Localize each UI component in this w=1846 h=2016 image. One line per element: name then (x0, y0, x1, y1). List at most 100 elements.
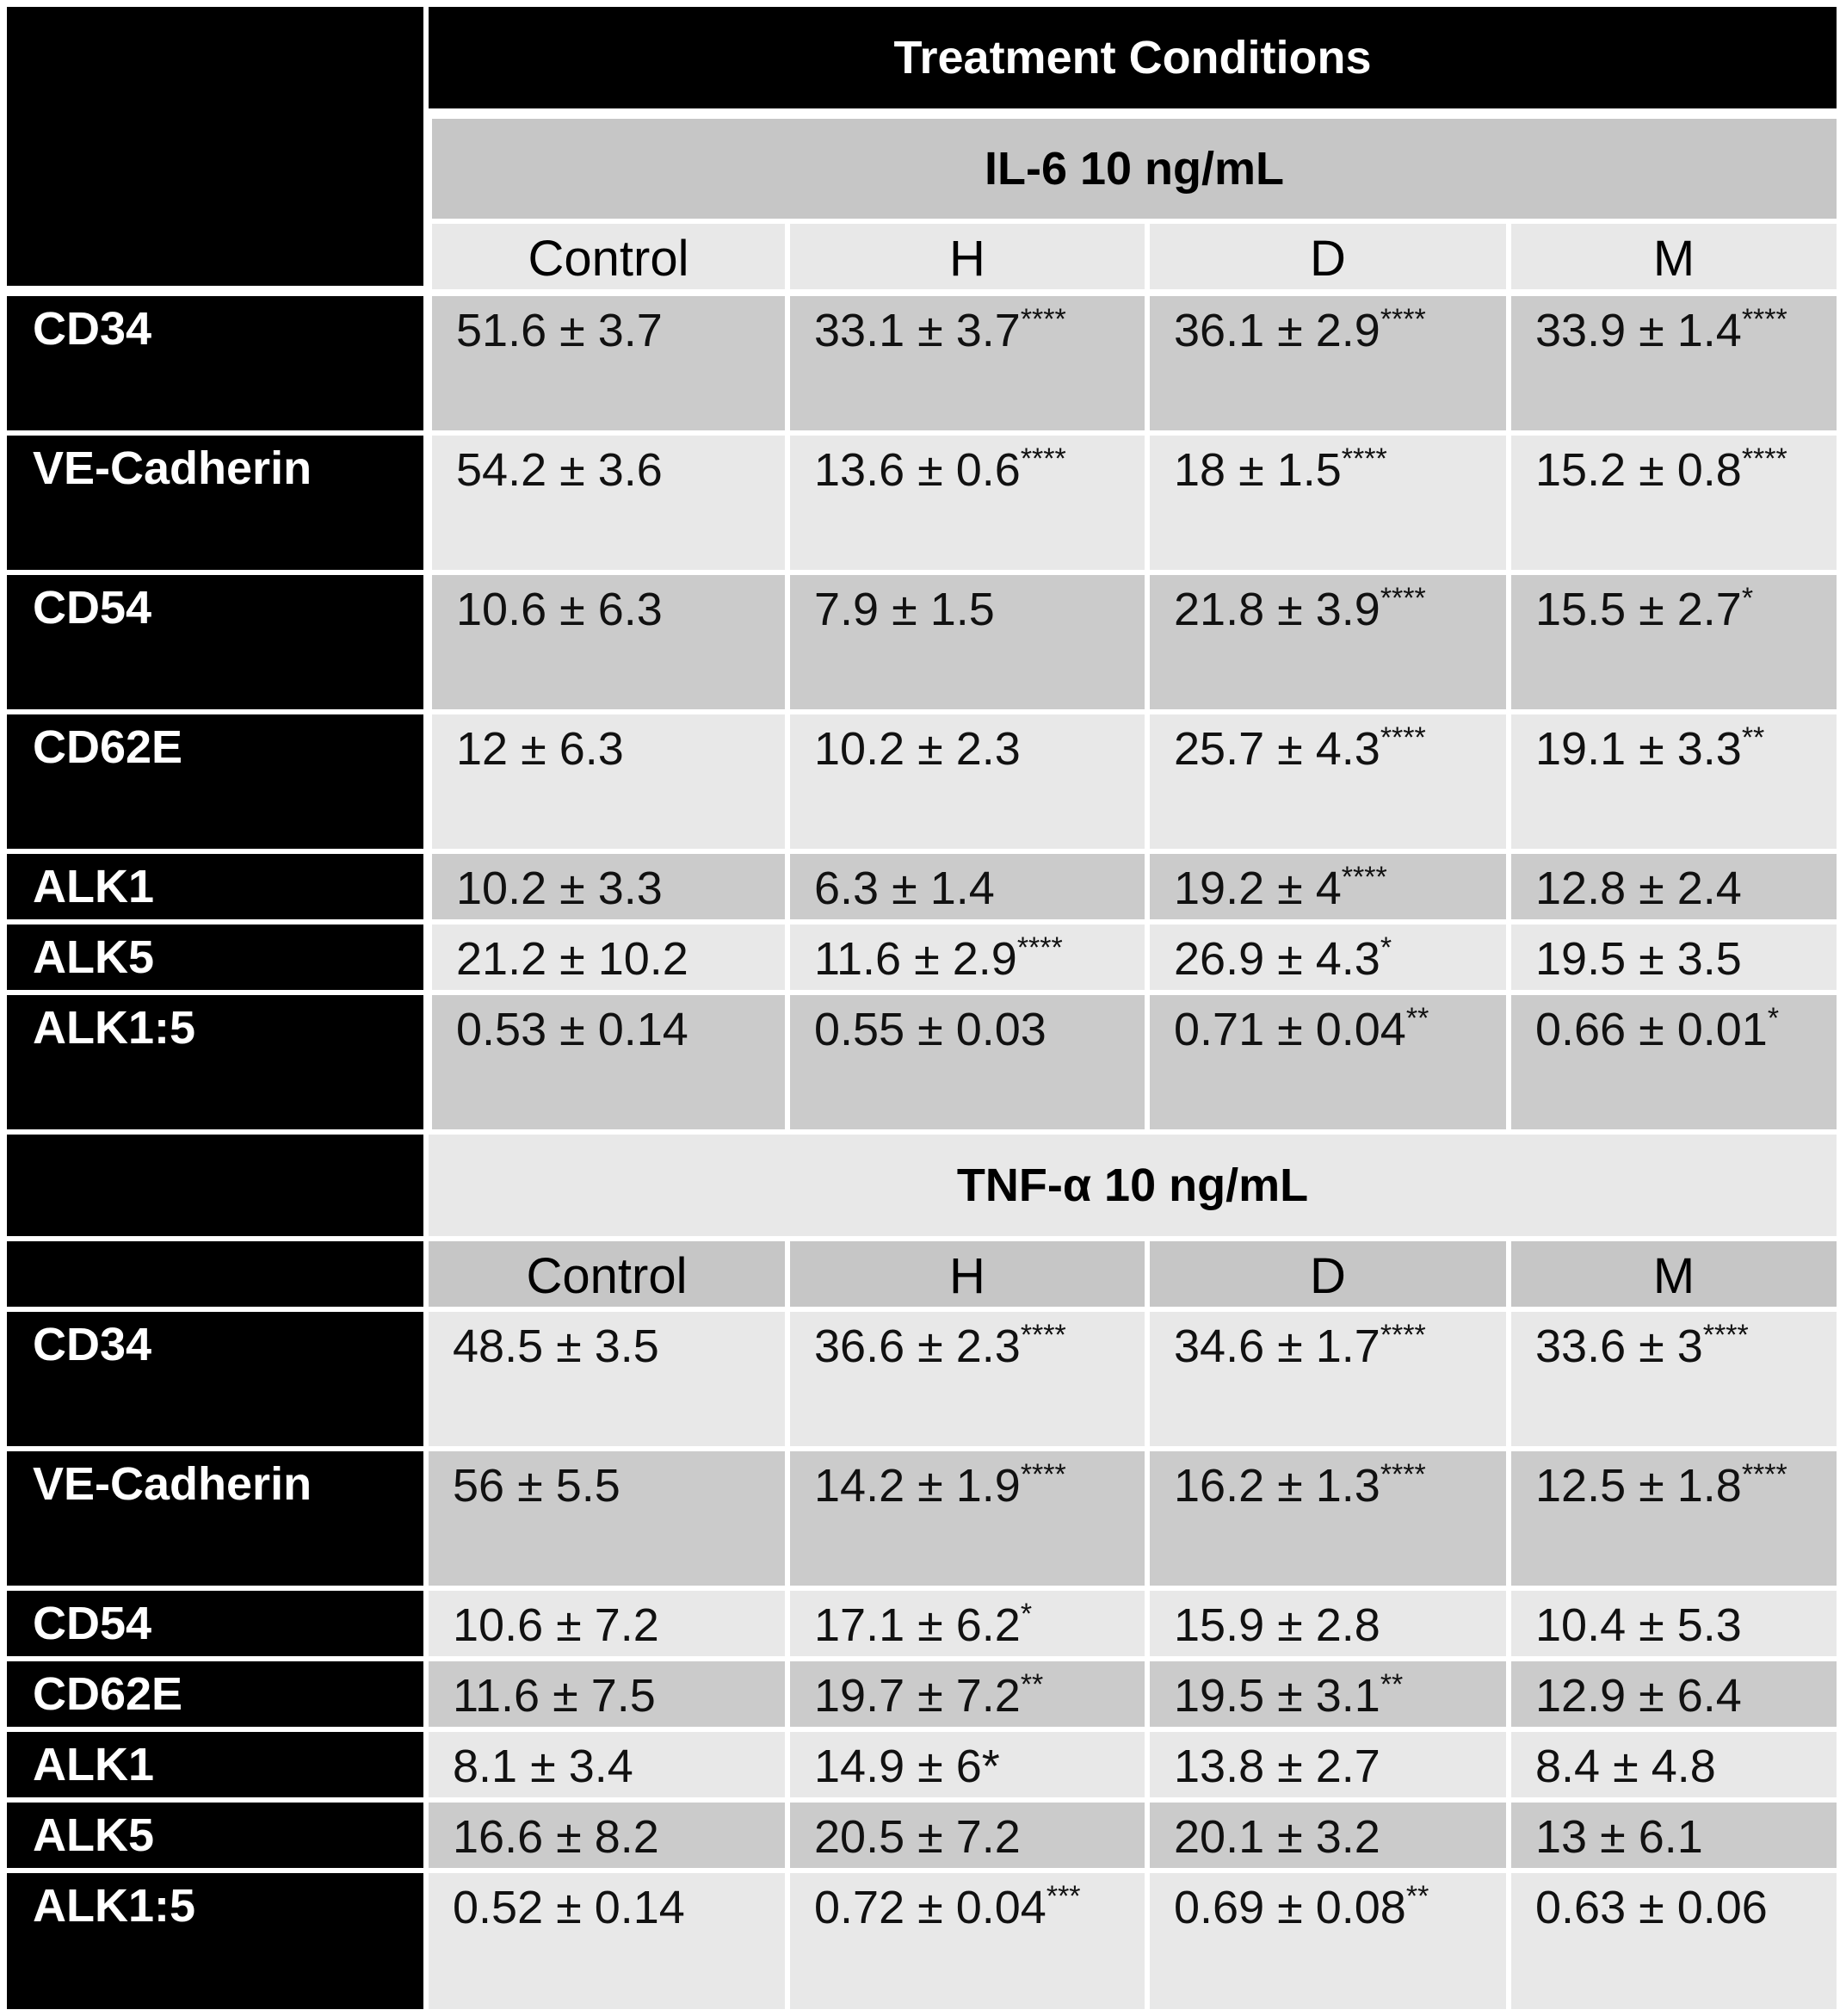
cell-value: 0.69 ± 0.08 (1174, 1882, 1406, 1933)
table-cell: 33.1 ± 3.7**** (790, 296, 1145, 430)
row-label: ALK1:5 (7, 995, 423, 1129)
significance-marker: **** (1741, 303, 1787, 336)
table-cell: 19.1 ± 3.3** (1511, 714, 1837, 849)
significance-marker: ** (1405, 1880, 1429, 1913)
column-header-label: Control (526, 1247, 688, 1304)
row-label: ALK1:5 (7, 1873, 423, 2009)
column-header-label: D (1310, 230, 1346, 287)
row-label: VE-Cadherin (7, 436, 423, 570)
cell-value: 34.6 ± 1.7 (1174, 1320, 1380, 1372)
table-cell: 0.72 ± 0.04*** (790, 1873, 1145, 2009)
significance-marker: **** (1702, 1319, 1749, 1351)
table-cell: 10.2 ± 3.3 (432, 854, 785, 919)
cell-value: 18 ± 1.5 (1174, 444, 1342, 496)
cell-value: 19.7 ± 7.2 (814, 1670, 1021, 1722)
significance-marker: **** (1380, 721, 1426, 754)
significance-marker: * (1741, 582, 1754, 615)
table-cell: 0.71 ± 0.04** (1150, 995, 1506, 1129)
cell-value: 15.2 ± 0.8 (1535, 444, 1742, 496)
row-label: ALK5 (7, 925, 423, 990)
table-cell: 14.2 ± 1.9**** (790, 1451, 1145, 1586)
row-label: ALK1 (7, 1732, 423, 1797)
cell-value: 13 ± 6.1 (1535, 1811, 1703, 1863)
table-cell: 54.2 ± 3.6 (432, 436, 785, 570)
column-header-label: M (1652, 230, 1695, 287)
row-label: CD62E (7, 1661, 423, 1727)
table-cell: 0.69 ± 0.08** (1150, 1873, 1506, 2009)
cell-value: 33.9 ± 1.4 (1535, 305, 1742, 356)
column-header: H (790, 1241, 1145, 1307)
table-cell: 34.6 ± 1.7**** (1150, 1312, 1506, 1446)
table-cell: 16.2 ± 1.3**** (1150, 1451, 1506, 1586)
significance-marker: **** (1380, 1458, 1426, 1491)
column-header-label: H (949, 1247, 985, 1304)
cell-value: 54.2 ± 3.6 (456, 444, 663, 496)
cell-value: 0.63 ± 0.06 (1535, 1882, 1768, 1933)
table-cell: 10.4 ± 5.3 (1511, 1591, 1837, 1656)
table-cell: 12.8 ± 2.4 (1511, 854, 1837, 919)
row-label: VE-Cadherin (7, 1451, 423, 1586)
cell-value: 11.6 ± 2.9 (814, 933, 1017, 985)
table-cell: 33.6 ± 3**** (1511, 1312, 1837, 1446)
column-header-label: M (1652, 1247, 1695, 1304)
significance-marker: **** (1341, 442, 1387, 475)
table-cell: 51.6 ± 3.7 (432, 296, 785, 430)
cell-value: 12.5 ± 1.8 (1535, 1460, 1742, 1512)
row-label: CD34 (7, 1312, 423, 1446)
table-cell: 8.1 ± 3.4 (429, 1732, 785, 1797)
significance-marker: *** (1046, 1880, 1081, 1913)
significance-marker: **** (1020, 442, 1066, 475)
column-header: D (1150, 224, 1506, 289)
significance-marker: **** (1380, 1319, 1426, 1351)
cell-value: 0.52 ± 0.14 (453, 1882, 685, 1933)
table-cell: 19.2 ± 4**** (1150, 854, 1506, 919)
table-cell: 19.5 ± 3.1** (1150, 1661, 1506, 1727)
significance-marker: ** (1405, 1002, 1429, 1035)
table-cell: 10.6 ± 7.2 (429, 1591, 785, 1656)
table-cell: 8.4 ± 4.8 (1511, 1732, 1837, 1797)
row-label: CD54 (7, 575, 423, 709)
column-header: Control (432, 224, 785, 289)
table-cell: 11.6 ± 7.5 (429, 1661, 785, 1727)
cell-value: 48.5 ± 3.5 (453, 1320, 659, 1372)
cell-value: 36.1 ± 2.9 (1174, 305, 1380, 356)
cell-value: 17.1 ± 6.2 (814, 1599, 1021, 1651)
row-label: CD34 (7, 296, 423, 430)
table-cell: 0.53 ± 0.14 (432, 995, 785, 1129)
table-cell: 16.6 ± 8.2 (429, 1803, 785, 1868)
section-title-text: IL-6 10 ng/mL (984, 143, 1285, 195)
significance-marker: **** (1380, 303, 1426, 336)
cell-value: 33.6 ± 3 (1535, 1320, 1703, 1372)
cell-value: 0.66 ± 0.01 (1535, 1004, 1768, 1055)
significance-marker: **** (1020, 303, 1066, 336)
table-cell: 19.5 ± 3.5 (1511, 925, 1837, 990)
table-cell: 36.1 ± 2.9**** (1150, 296, 1506, 430)
column-header: M (1511, 1241, 1837, 1307)
table-cell: 20.5 ± 7.2 (790, 1803, 1145, 1868)
row-label: ALK5 (7, 1803, 423, 1868)
significance-marker: **** (1020, 1319, 1066, 1351)
significance-marker: ** (1741, 721, 1765, 754)
cell-value: 12.9 ± 6.4 (1535, 1670, 1742, 1722)
cell-value: 16.2 ± 1.3 (1174, 1460, 1380, 1512)
row-label: CD54 (7, 1591, 423, 1656)
cell-value: 0.71 ± 0.04 (1174, 1004, 1406, 1055)
column-header: Control (429, 1241, 785, 1307)
cell-value: 10.4 ± 5.3 (1535, 1599, 1742, 1651)
section-corner-block (7, 1135, 423, 1236)
cell-value: 10.2 ± 3.3 (456, 863, 663, 914)
table-cell: 56 ± 5.5 (429, 1451, 785, 1586)
table-cell: 0.52 ± 0.14 (429, 1873, 785, 2009)
significance-marker: ** (1380, 1668, 1404, 1701)
cell-value: 6.3 ± 1.4 (814, 863, 995, 914)
cell-value: 56 ± 5.5 (453, 1460, 620, 1512)
cell-value: 51.6 ± 3.7 (456, 305, 663, 356)
cell-value: 25.7 ± 4.3 (1174, 723, 1380, 775)
table-cell: 25.7 ± 4.3**** (1150, 714, 1506, 849)
column-header: D (1150, 1241, 1506, 1307)
cell-value: 15.9 ± 2.8 (1174, 1599, 1380, 1651)
significance-marker: **** (1020, 1458, 1066, 1491)
table-cell: 7.9 ± 1.5 (790, 575, 1145, 709)
cell-value: 14.9 ± 6* (814, 1741, 1000, 1792)
cell-value: 21.2 ± 10.2 (456, 933, 688, 985)
